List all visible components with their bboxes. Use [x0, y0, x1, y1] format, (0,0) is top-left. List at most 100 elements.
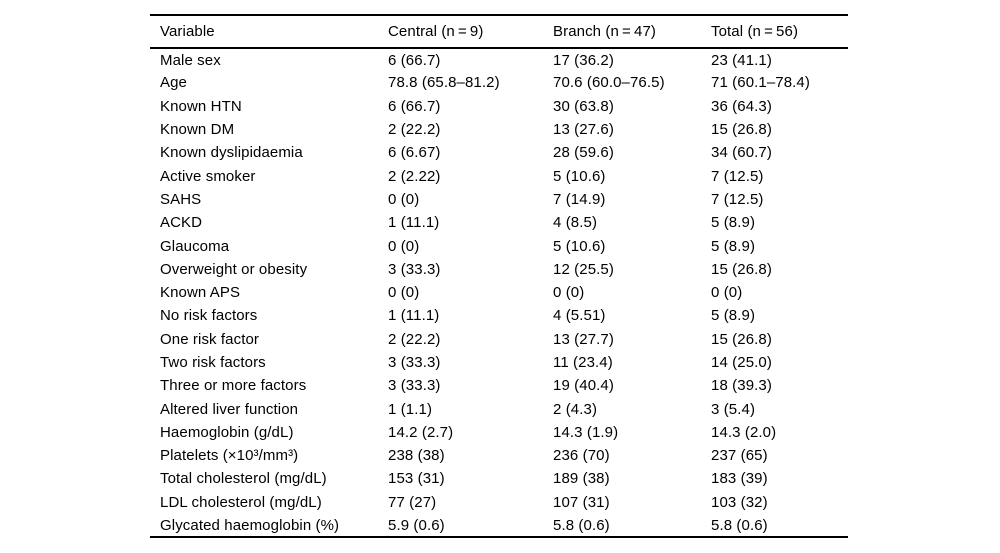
cell-total: 5 (8.9): [711, 307, 756, 325]
cell-variable: Platelets (×10³/mm³): [160, 447, 299, 465]
cell-variable: Three or more factors: [160, 377, 307, 395]
column-header-variable: Variable: [160, 23, 215, 40]
cell-total: 237 (65): [711, 447, 768, 465]
cell-variable: SAHS: [160, 190, 202, 208]
cell-central: 6 (6.67): [388, 144, 441, 162]
cell-branch: 11 (23.4): [553, 354, 613, 371]
header-row: Variable Central (n = 9) Branch (n = 47)…: [150, 15, 848, 48]
cell-branch: 12 (25.5): [553, 260, 614, 278]
cell-variable: Overweight or obesity: [160, 260, 308, 278]
cell-central: 78.8 (65.8–81.2): [388, 74, 500, 92]
cell-branch: 236 (70): [553, 447, 610, 465]
cell-total: 0 (0): [711, 284, 743, 302]
cell-central: 5.9 (0.6): [388, 516, 445, 534]
cell-total: 14.3 (2.0): [711, 423, 777, 441]
cell-variable: Glycated haemoglobin (%): [160, 516, 340, 534]
cell-variable: Male sex: [160, 51, 221, 69]
cell-branch: 4 (5.51): [553, 307, 606, 325]
cell-branch: 5 (10.6): [553, 167, 606, 185]
cell-variable: Known HTN: [160, 97, 242, 115]
cell-central: 2 (2.22): [388, 167, 441, 185]
cell-total: 15 (26.8): [711, 330, 772, 348]
cell-total: 15 (26.8): [711, 260, 772, 278]
cell-branch: 0 (0): [553, 284, 585, 302]
table-row: LDL cholesterol (mg/dL) 77 (27) 107 (31)…: [150, 491, 848, 514]
column-header-central: Central (n = 9): [388, 23, 484, 40]
cell-branch: 2 (4.3): [553, 400, 598, 418]
cell-branch: 13 (27.7): [553, 330, 614, 348]
cell-central: 77 (27): [388, 493, 437, 511]
cell-variable: ACKD: [160, 214, 203, 232]
cell-total: 7 (12.5): [711, 167, 764, 185]
table-row: SAHS 0 (0) 7 (14.9) 7 (12.5): [150, 188, 848, 211]
cell-central: 0 (0): [388, 284, 420, 302]
cell-total: 7 (12.5): [711, 190, 764, 208]
cell-variable: Altered liver function: [160, 400, 299, 418]
cell-central: 238 (38): [388, 447, 445, 465]
table-row: Male sex 6 (66.7) 17 (36.2) 23 (41.1): [150, 48, 848, 71]
cell-central: 14.2 (2.7): [388, 423, 454, 441]
cell-total: 3 (5.4): [711, 400, 756, 418]
cell-branch: 19 (40.4): [553, 377, 614, 395]
cell-total: 5 (8.9): [711, 214, 756, 232]
cell-total: 5.8 (0.6): [711, 516, 768, 534]
cell-total: 103 (32): [711, 493, 768, 511]
cell-total: 34 (60.7): [711, 144, 772, 162]
cell-variable: Glaucoma: [160, 237, 230, 255]
cell-variable: Age: [160, 74, 187, 92]
cell-central: 0 (0): [388, 190, 420, 208]
cell-central: 3 (33.3): [388, 354, 441, 371]
cell-variable: LDL cholesterol (mg/dL): [160, 493, 322, 511]
cell-central: 0 (0): [388, 237, 420, 255]
table-row: Active smoker 2 (2.22) 5 (10.6) 7 (12.5): [150, 164, 848, 187]
table-row: Haemoglobin (g/dL) 14.2 (2.7) 14.3 (1.9)…: [150, 421, 848, 444]
cell-branch: 7 (14.9): [553, 190, 606, 208]
cell-central: 2 (22.2): [388, 121, 441, 139]
table-row: Known APS 0 (0) 0 (0) 0 (0): [150, 281, 848, 304]
cell-central: 1 (11.1): [388, 214, 440, 232]
table-row: Altered liver function 1 (1.1) 2 (4.3) 3…: [150, 397, 848, 420]
cell-total: 18 (39.3): [711, 377, 772, 395]
cell-total: 15 (26.8): [711, 121, 772, 139]
cell-variable: Known APS: [160, 284, 241, 302]
cell-branch: 30 (63.8): [553, 97, 614, 115]
cell-total: 14 (25.0): [711, 354, 772, 371]
cell-central: 2 (22.2): [388, 330, 441, 348]
cell-total: 36 (64.3): [711, 97, 772, 115]
cell-central: 6 (66.7): [388, 97, 441, 115]
cell-branch: 107 (31): [553, 493, 610, 511]
table-body: Male sex 6 (66.7) 17 (36.2) 23 (41.1) Ag…: [150, 48, 848, 537]
table-row: One risk factor 2 (22.2) 13 (27.7) 15 (2…: [150, 328, 848, 351]
cell-central: 153 (31): [388, 470, 445, 488]
cell-variable: Total cholesterol (mg/dL): [160, 470, 327, 488]
table-row: Known DM 2 (22.2) 13 (27.6) 15 (26.8): [150, 118, 848, 141]
cell-central: 3 (33.3): [388, 377, 441, 395]
cell-branch: 4 (8.5): [553, 214, 598, 232]
table-row: ACKD 1 (11.1) 4 (8.5) 5 (8.9): [150, 211, 848, 234]
cell-branch: 14.3 (1.9): [553, 423, 619, 441]
table-row: Age 78.8 (65.8–81.2) 70.6 (60.0–76.5) 71…: [150, 71, 848, 94]
cell-total: 5 (8.9): [711, 237, 756, 255]
cell-central: 1 (11.1): [388, 307, 440, 325]
cell-total: 23 (41.1): [711, 51, 772, 69]
table-row: Platelets (×10³/mm³) 238 (38) 236 (70) 2…: [150, 444, 848, 467]
table-row: Total cholesterol (mg/dL) 153 (31) 189 (…: [150, 467, 848, 490]
table-row: Overweight or obesity 3 (33.3) 12 (25.5)…: [150, 258, 848, 281]
column-header-total: Total (n = 56): [711, 23, 799, 40]
cell-central: 6 (66.7): [388, 51, 441, 69]
cell-branch: 189 (38): [553, 470, 610, 488]
cell-variable: Two risk factors: [160, 354, 266, 371]
table-row: Known HTN 6 (66.7) 30 (63.8) 36 (64.3): [150, 95, 848, 118]
cell-variable: Active smoker: [160, 167, 256, 185]
table-row: Two risk factors 3 (33.3) 11 (23.4) 14 (…: [150, 351, 848, 374]
cell-total: 183 (39): [711, 470, 768, 488]
cell-total: 71 (60.1–78.4): [711, 74, 810, 92]
cell-variable: Known DM: [160, 121, 235, 139]
table-row: Glaucoma 0 (0) 5 (10.6) 5 (8.9): [150, 234, 848, 257]
column-header-branch: Branch (n = 47): [553, 23, 656, 40]
table-row: Glycated haemoglobin (%) 5.9 (0.6) 5.8 (…: [150, 514, 848, 537]
cell-variable: Haemoglobin (g/dL): [160, 423, 294, 441]
cell-variable: No risk factors: [160, 307, 258, 325]
table-row: No risk factors 1 (11.1) 4 (5.51) 5 (8.9…: [150, 304, 848, 327]
